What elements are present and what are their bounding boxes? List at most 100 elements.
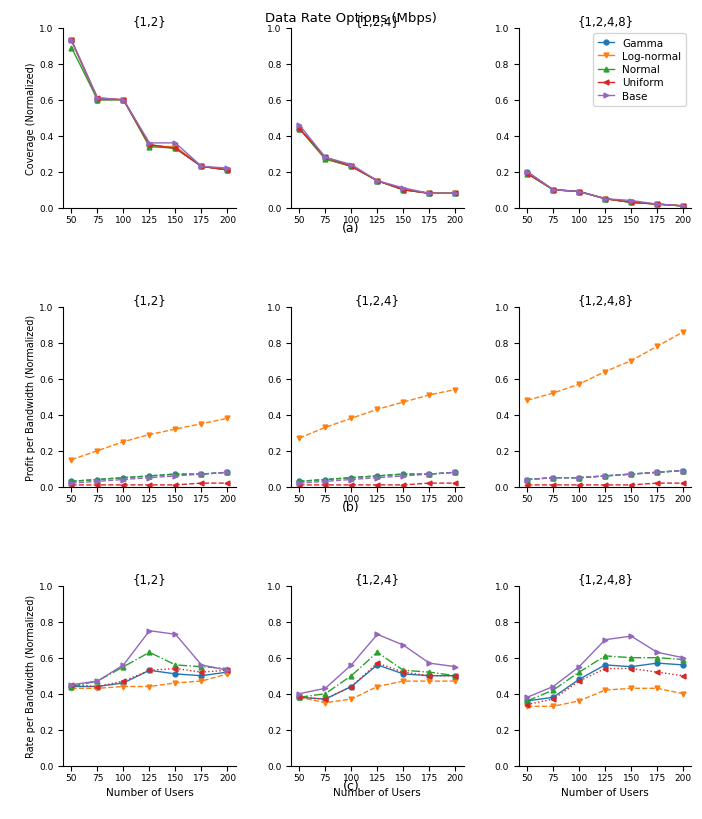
Normal [575, 188, 583, 197]
Uniform [347, 481, 355, 491]
Base [679, 201, 687, 211]
Base [653, 468, 661, 477]
Normal [627, 653, 635, 663]
Line: Log-normal: Log-normal [297, 679, 458, 705]
Base [223, 666, 232, 676]
Gamma [295, 124, 303, 134]
Base [575, 188, 583, 197]
Base [119, 96, 128, 106]
Line: Base: Base [297, 470, 458, 486]
Uniform [679, 671, 687, 681]
Line: Gamma: Gamma [297, 127, 458, 197]
Log-normal [373, 177, 382, 187]
Gamma [451, 468, 460, 477]
Log-normal [93, 96, 102, 106]
Uniform [67, 481, 76, 491]
Log-normal [679, 689, 687, 699]
Log-normal [399, 676, 408, 686]
Base [679, 466, 687, 476]
Normal [295, 124, 303, 134]
Uniform [119, 676, 128, 686]
Log-normal [373, 405, 382, 414]
Gamma [601, 195, 609, 205]
Uniform [399, 481, 408, 491]
Uniform [295, 481, 303, 491]
Uniform [601, 481, 609, 491]
Gamma [549, 473, 557, 483]
X-axis label: Number of Users: Number of Users [333, 786, 421, 797]
Gamma [523, 696, 531, 706]
Log-normal [321, 698, 329, 708]
Text: Data Rate Options (Mbps): Data Rate Options (Mbps) [265, 12, 437, 25]
Line: Normal: Normal [525, 468, 686, 482]
Normal [145, 472, 154, 482]
Uniform [171, 144, 180, 154]
Base [575, 473, 583, 483]
Base [575, 662, 583, 672]
Gamma [399, 469, 408, 479]
Line: Base: Base [297, 632, 458, 696]
Text: (a): (a) [343, 222, 359, 234]
Line: Log-normal: Log-normal [69, 672, 230, 691]
Base [321, 684, 329, 694]
Base [119, 475, 128, 485]
Normal [321, 475, 329, 485]
Uniform [223, 666, 232, 676]
Normal [549, 473, 557, 483]
Uniform [93, 681, 102, 691]
Uniform [67, 36, 76, 46]
Uniform [347, 681, 355, 691]
Log-normal [67, 684, 76, 694]
Log-normal [627, 198, 635, 208]
Log-normal [223, 669, 232, 679]
Gamma [171, 669, 180, 679]
Gamma [223, 468, 232, 477]
Uniform [347, 162, 355, 172]
Text: (c): (c) [343, 779, 359, 792]
Base [321, 477, 329, 486]
Uniform [119, 481, 128, 491]
Normal [425, 189, 434, 199]
Gamma [679, 466, 687, 476]
Uniform [653, 667, 661, 677]
Line: Gamma: Gamma [525, 468, 686, 482]
Log-normal [145, 143, 154, 152]
Log-normal [197, 676, 206, 686]
Log-normal [425, 391, 434, 400]
Log-normal [93, 684, 102, 694]
Uniform [93, 94, 102, 104]
Gamma [373, 177, 382, 187]
Base [653, 200, 661, 210]
Title: {1,2,4}: {1,2,4} [355, 15, 400, 28]
Uniform [93, 481, 102, 491]
Gamma [93, 96, 102, 106]
Base [451, 468, 460, 477]
Gamma [321, 475, 329, 485]
Normal [451, 468, 460, 477]
Uniform [321, 153, 329, 163]
Line: Log-normal: Log-normal [525, 686, 686, 709]
Log-normal [523, 396, 531, 405]
Line: Log-normal: Log-normal [525, 172, 686, 209]
Gamma [347, 162, 355, 172]
Uniform [601, 663, 609, 673]
Log-normal [67, 455, 76, 465]
Log-normal [523, 702, 531, 712]
Log-normal [601, 686, 609, 695]
Line: Uniform: Uniform [525, 481, 686, 488]
Log-normal [575, 188, 583, 197]
Uniform [425, 671, 434, 681]
Log-normal [295, 124, 303, 134]
Base [523, 475, 531, 485]
Normal [223, 663, 232, 673]
Y-axis label: Profit per Bandwidth (Normalized): Profit per Bandwidth (Normalized) [26, 314, 37, 480]
Base [347, 161, 355, 170]
Base [373, 473, 382, 483]
Gamma [679, 660, 687, 670]
Normal [93, 676, 102, 686]
Gamma [575, 473, 583, 483]
Gamma [93, 475, 102, 485]
Log-normal [171, 143, 180, 152]
Base [549, 681, 557, 691]
Line: Gamma: Gamma [525, 661, 686, 704]
